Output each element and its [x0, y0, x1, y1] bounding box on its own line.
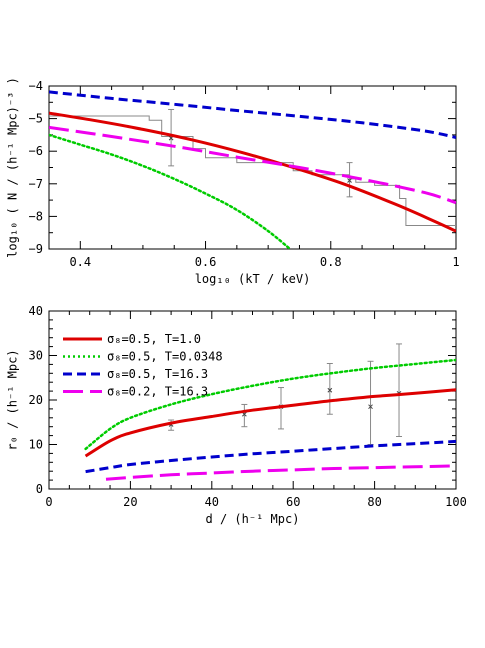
x-tick-label: 100	[445, 495, 467, 509]
legend-label: σ₈=0.2, T=16.3	[107, 385, 208, 399]
series-line-1	[84, 358, 456, 451]
x-axis-label: d / (h⁻¹ Mpc)	[206, 512, 300, 526]
legend-label: σ₈=0.5, T=0.0348	[107, 350, 223, 364]
y-tick-label: −8	[29, 209, 43, 223]
series-line-0	[49, 90, 456, 139]
error-bar	[326, 363, 333, 415]
histogram	[49, 115, 456, 226]
x-tick-label: 1	[452, 255, 459, 269]
x-tick-label: 60	[286, 495, 300, 509]
y-tick-label: 10	[29, 438, 43, 452]
series-line-1	[49, 111, 456, 233]
y-tick-label: −7	[29, 177, 43, 191]
error-bar	[346, 162, 353, 198]
y-tick-label: −4	[29, 79, 43, 93]
plot-area	[49, 90, 456, 249]
legend-label: σ₈=0.5, T=16.3	[107, 367, 208, 381]
x-tick-label: 0.6	[195, 255, 217, 269]
y-tick-label: 30	[29, 349, 43, 363]
error-bar	[241, 403, 248, 428]
y-tick-label: 0	[36, 482, 43, 496]
plot-area	[84, 343, 456, 481]
y-axis-label: log₁₀ ( N / (h⁻¹ Mpc)⁻³ )	[6, 77, 20, 258]
plot-frame	[48, 85, 457, 250]
x-tick-label: 0.8	[320, 255, 342, 269]
series-line-3	[49, 133, 292, 249]
error-bar	[396, 343, 403, 437]
y-tick-label: −9	[29, 242, 43, 256]
x-tick-label: 0	[45, 495, 52, 509]
x-tick-label: 20	[123, 495, 137, 509]
error-bar	[168, 108, 175, 167]
top-panel: 0.4 0.6 0.8 1 −4 −5 −6 −7 −8 −9 log₁₀ (kT / keV) lo…	[6, 77, 460, 286]
bottom-panel: 0 20 40 60 80 100 0 10 20 30 40 d / (h⁻¹ Mpc) r₀ / (…	[6, 304, 467, 526]
x-tick-label: 0.4	[69, 255, 91, 269]
x-axis-label: log₁₀ (kT / keV)	[195, 272, 311, 286]
y-axis-label: r₀ / (h⁻¹ Mpc)	[6, 349, 20, 450]
y-tick-label: −5	[29, 112, 43, 126]
x-tick-label: 80	[367, 495, 381, 509]
series-line-3	[105, 464, 456, 481]
x-tick-label: 40	[205, 495, 219, 509]
y-tick-label: −6	[29, 144, 43, 158]
legend-label: σ₈=0.5, T=1.0	[107, 332, 201, 346]
y-tick-label: 20	[29, 393, 43, 407]
series-line-2	[49, 125, 456, 205]
series-line-0	[84, 388, 456, 458]
series-line-2	[85, 439, 456, 474]
y-tick-label: 40	[29, 304, 43, 318]
error-bar	[367, 360, 374, 445]
legend: σ₈=0.5, T=1.0 σ₈=0.5, T=0.0348 σ₈=0.5, T=1…	[63, 332, 223, 399]
